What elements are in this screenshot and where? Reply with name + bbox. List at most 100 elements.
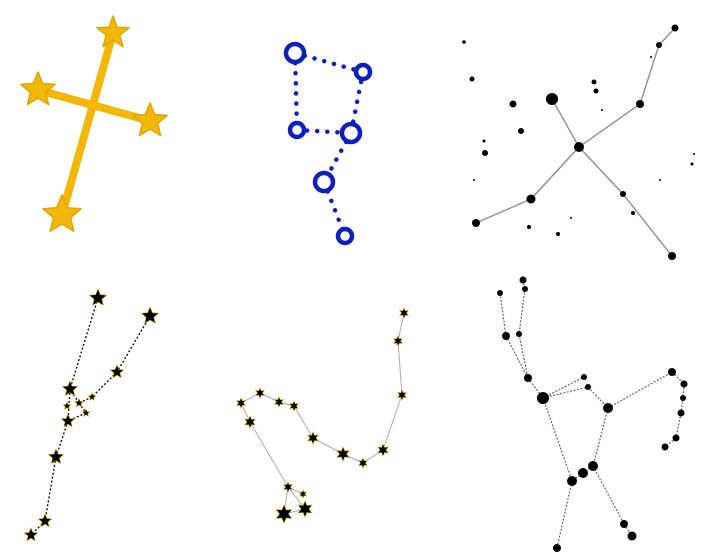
- constellation-line: [639, 44, 660, 105]
- star-dot: [522, 286, 528, 292]
- black-star: [289, 400, 299, 412]
- star-dot: [578, 468, 588, 478]
- black-star: [37, 513, 53, 528]
- constellation-line: [475, 198, 532, 224]
- constellation-line: [542, 386, 589, 399]
- star-dot: [656, 42, 662, 48]
- star-dot: [631, 211, 635, 215]
- star-dot: [537, 392, 549, 404]
- constellation-line: [293, 405, 314, 439]
- star-dot: [570, 217, 572, 219]
- constellation-line: [527, 377, 544, 399]
- black-star: [73, 397, 85, 408]
- constellation-line: [397, 340, 403, 396]
- black-star: [140, 306, 160, 324]
- star-dot: [527, 225, 531, 229]
- ring-star: [283, 41, 307, 65]
- x-shaped-dot-constellation: [462, 24, 695, 260]
- constellation-line: [607, 371, 673, 409]
- constellation-line: [587, 386, 609, 409]
- star-dot: [650, 56, 652, 58]
- constellation-line: [542, 376, 585, 399]
- black-star: [283, 481, 293, 493]
- constellation-line: [518, 333, 529, 379]
- star-dot: [693, 153, 695, 155]
- black-star: [393, 335, 403, 347]
- black-star: [274, 396, 284, 408]
- hook-star-constellation: [236, 307, 409, 524]
- star-dot: [567, 476, 577, 486]
- star-dot: [516, 331, 522, 337]
- constellation-line: [249, 421, 289, 488]
- cross-star: [20, 71, 56, 106]
- star-dot: [524, 374, 532, 382]
- star-dot: [601, 109, 603, 111]
- black-star: [62, 401, 72, 410]
- cross-vertical-bar: [58, 29, 117, 219]
- star-dot: [502, 332, 510, 340]
- star-dot: [469, 76, 475, 82]
- black-star: [358, 457, 368, 469]
- golden-cross-constellation: [20, 15, 168, 232]
- figure-dot-constellation: [497, 276, 688, 552]
- y-shaped-star-constellation: [23, 288, 160, 542]
- black-star: [23, 527, 39, 542]
- star-dot: [668, 252, 676, 260]
- black-star: [81, 408, 91, 417]
- star-dot: [526, 194, 536, 204]
- black-star: [60, 413, 76, 428]
- constellation-line: [518, 288, 526, 335]
- ring-star: [312, 170, 336, 194]
- black-star: [399, 307, 409, 319]
- star-dot: [680, 395, 686, 401]
- star-dot: [482, 150, 488, 156]
- dotted-link: [292, 50, 366, 75]
- black-star: [275, 504, 293, 524]
- constellation-line: [505, 335, 529, 379]
- star-dot: [556, 232, 560, 236]
- dotted-link: [69, 297, 99, 390]
- black-star: [297, 500, 313, 518]
- constellation-line: [680, 397, 684, 414]
- constellation-line: [499, 292, 507, 337]
- star-dot: [620, 520, 628, 528]
- ring-star: [353, 62, 373, 82]
- star-dot: [519, 276, 527, 284]
- cross-star: [96, 15, 130, 48]
- blue-ring-dotted-constellation: [283, 41, 373, 246]
- constellation-line: [382, 394, 403, 451]
- constellation-line: [592, 407, 609, 467]
- black-star: [255, 387, 265, 399]
- cross-star: [132, 102, 168, 137]
- star-dot: [482, 139, 486, 143]
- black-star: [307, 431, 319, 445]
- star-dot: [659, 179, 661, 181]
- ring-star: [335, 226, 355, 246]
- black-star: [298, 489, 308, 499]
- black-star: [397, 389, 407, 401]
- constellation-line: [592, 465, 625, 525]
- cross-star: [42, 194, 82, 232]
- dotted-link: [44, 456, 57, 522]
- star-dot: [473, 179, 475, 181]
- constellation-line: [542, 397, 573, 482]
- star-dot: [661, 443, 669, 451]
- star-dot: [677, 409, 685, 417]
- constellation-line: [622, 193, 673, 257]
- dotted-link: [91, 371, 118, 398]
- black-star: [87, 392, 97, 401]
- constellation-line: [675, 412, 682, 439]
- black-star: [47, 448, 65, 465]
- star-dot: [627, 531, 637, 541]
- star-dot: [672, 434, 680, 442]
- dotted-link: [116, 315, 151, 373]
- ring-star: [287, 120, 307, 140]
- black-star: [377, 443, 389, 457]
- star-dot: [593, 88, 599, 94]
- star-dot: [472, 219, 480, 227]
- constellation-line: [578, 146, 624, 195]
- star-dot: [636, 100, 644, 108]
- dotted-link: [292, 50, 300, 133]
- star-dot: [546, 93, 558, 105]
- star-dot: [620, 191, 626, 197]
